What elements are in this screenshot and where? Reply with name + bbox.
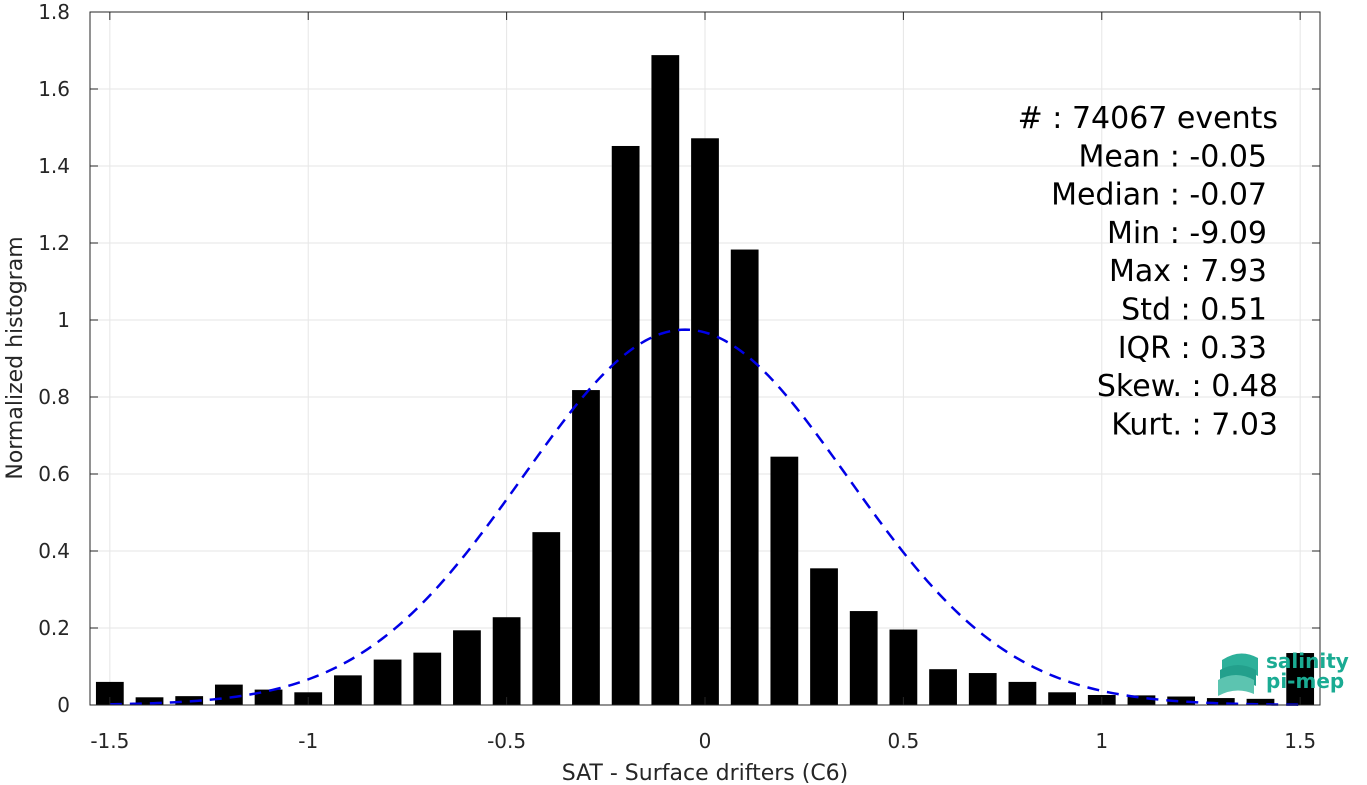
y-tick-label-2: 0.4: [38, 539, 70, 563]
histogram-bar-18: [810, 568, 838, 705]
histogram-bar-9: [453, 630, 481, 705]
histogram-bar-24: [1048, 692, 1076, 705]
y-tick-label-0: 0: [57, 693, 70, 717]
stats-line-3: Min : -9.09: [1107, 216, 1267, 251]
histogram-bar-14: [651, 55, 680, 706]
logo: salinity pi-mep: [1218, 649, 1349, 696]
histogram-bar-0: [95, 681, 124, 705]
histogram-bar-30: [1286, 653, 1315, 705]
histogram-bar-16: [730, 249, 759, 706]
stats-line-5: Std : 0.51: [1121, 293, 1267, 328]
x-tick-label-5: 1: [1095, 729, 1108, 753]
x-axis-label: SAT - Surface drifters (C6): [562, 761, 849, 785]
x-tick-labels: -1.5 -1 -0.5 0 0.5 1 1.5: [90, 729, 1316, 753]
histogram-bar-8: [413, 652, 442, 705]
logo-line1: salinity: [1266, 649, 1349, 673]
histogram-bar-28: [1206, 698, 1235, 705]
stats-line-4: Max : 7.93: [1109, 254, 1267, 289]
stats-line-0: # : 74067 events: [1018, 101, 1278, 136]
histogram-bar-4: [254, 689, 283, 705]
histogram-bar-7: [373, 659, 402, 705]
y-tick-label-9: 1.8: [38, 0, 70, 24]
stats-line-1: Mean : -0.05: [1078, 139, 1267, 174]
histogram-bar-23: [1008, 681, 1037, 705]
histogram-bar-3: [214, 684, 243, 705]
wave-layers-icon: [1218, 653, 1258, 696]
histogram-bar-10: [492, 617, 521, 705]
gaussian-fit-curve: [109, 328, 1301, 706]
histogram-bar-19: [849, 611, 878, 705]
histogram-bar-15: [691, 138, 719, 705]
stats-line-2: Median : -0.07: [1051, 178, 1267, 213]
histogram-bar-17: [770, 456, 799, 705]
histogram-bar-27: [1167, 696, 1196, 705]
x-tick-label-6: 1.5: [1284, 729, 1316, 753]
x-tick-label-4: 0.5: [887, 729, 919, 753]
x-tick-label-2: -0.5: [487, 729, 526, 753]
histogram-bar-26: [1127, 695, 1156, 705]
x-tick-label-0: -1.5: [90, 729, 129, 753]
histogram-bars: [95, 55, 1315, 706]
histogram-bar-6: [334, 675, 362, 705]
y-tick-label-1: 0.2: [38, 616, 70, 640]
x-tick-label-3: 0: [699, 729, 712, 753]
histogram-bar-2: [175, 696, 204, 705]
y-axis-label: Normalized histogram: [3, 236, 28, 479]
x-tick-label-1: -1: [298, 729, 318, 753]
stats-line-7: Skew. : 0.48: [1097, 369, 1278, 404]
histogram-bar-13: [611, 145, 640, 706]
y-tick-labels: 0 0.2 0.4 0.6 0.8 1 1.2 1.4 1.6 1.8: [38, 0, 70, 717]
histogram-bar-20: [889, 629, 918, 705]
histogram-bar-12: [572, 390, 600, 705]
histogram-bar-1: [135, 697, 164, 705]
y-tick-label-7: 1.4: [38, 154, 70, 178]
axis-ticks: [90, 11, 1320, 706]
y-tick-label-6: 1.2: [38, 231, 70, 255]
histogram-bar-22: [968, 673, 997, 705]
stats-line-8: Kurt. : 7.03: [1111, 407, 1278, 442]
logo-line2: pi-mep: [1266, 669, 1344, 693]
histogram-bar-29: [1246, 698, 1275, 705]
y-tick-label-3: 0.6: [38, 462, 70, 486]
stats-line-6: IQR : 0.33: [1118, 331, 1267, 366]
histogram-bar-21: [929, 669, 957, 705]
y-tick-label-4: 0.8: [38, 385, 70, 409]
y-tick-label-5: 1: [57, 308, 70, 332]
histogram-bar-11: [532, 532, 561, 705]
y-tick-label-8: 1.6: [38, 77, 70, 101]
